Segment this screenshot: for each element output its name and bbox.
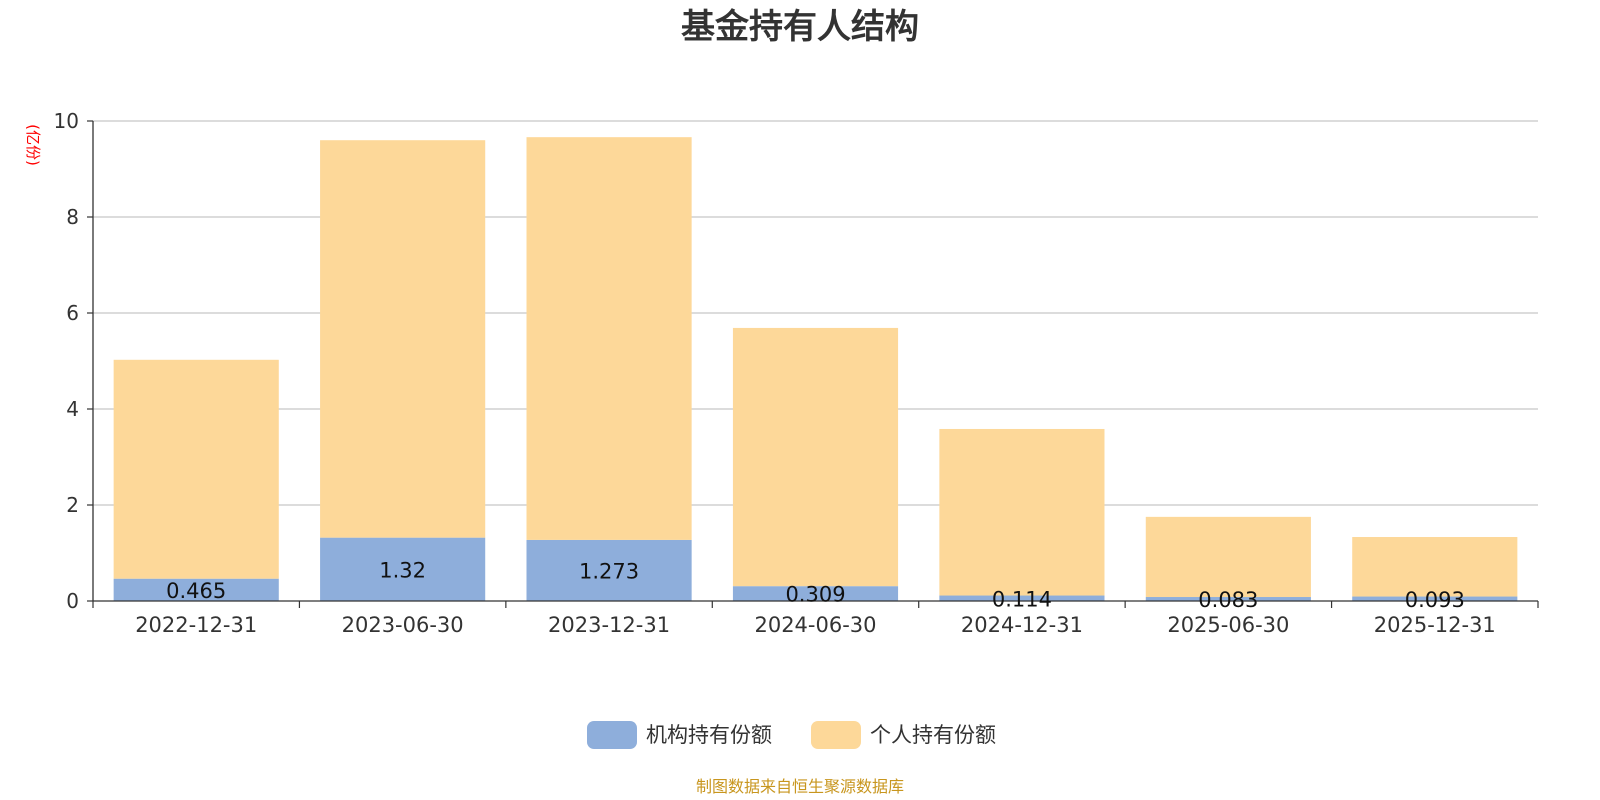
y-axis-unit-label: (亿份) <box>24 124 42 166</box>
y-tick-label: 0 <box>66 589 79 613</box>
x-tick-label: 2023-06-30 <box>342 613 464 637</box>
chart-title: 基金持有人结构 <box>681 7 919 47</box>
x-tick-label: 2023-12-31 <box>548 613 670 637</box>
y-tick-label: 4 <box>66 397 79 421</box>
stacked-bar-chart: 基金持有人结构 (亿份) 0 2 4 6 8 10 2022-12-31 2023-06-30… <box>0 0 1600 800</box>
bar-individual <box>527 137 692 540</box>
y-tick-label: 6 <box>66 301 79 325</box>
data-label-institutional: 0.093 <box>1405 588 1465 612</box>
bar-individual <box>1146 517 1311 597</box>
bars <box>114 137 1518 601</box>
legend-swatch-individual <box>811 721 861 749</box>
y-tick-label: 10 <box>54 109 79 133</box>
data-source-note: 制图数据来自恒生聚源数据库 <box>696 777 904 796</box>
bar-individual <box>114 360 279 579</box>
legend: 机构持有份额 个人持有份额 <box>587 721 996 749</box>
data-label-institutional: 0.309 <box>785 583 845 607</box>
data-label-institutional: 0.114 <box>992 587 1052 611</box>
legend-label-individual: 个人持有份额 <box>870 723 996 747</box>
x-tick-label: 2022-12-31 <box>135 613 257 637</box>
y-tick-label: 2 <box>66 493 79 517</box>
legend-swatch-institutional <box>587 721 637 749</box>
legend-label-institutional: 机构持有份额 <box>646 723 772 747</box>
bar-individual <box>939 429 1104 596</box>
x-tick-label: 2025-12-31 <box>1374 613 1496 637</box>
data-label-institutional: 1.32 <box>379 558 426 582</box>
x-tick-label: 2024-06-30 <box>754 613 876 637</box>
data-label-institutional: 0.083 <box>1198 588 1258 612</box>
data-label-institutional: 0.465 <box>166 579 226 603</box>
bar-individual <box>320 140 485 537</box>
bar-individual <box>733 328 898 586</box>
x-tick-label: 2024-12-31 <box>961 613 1083 637</box>
x-tick-label: 2025-06-30 <box>1167 613 1289 637</box>
data-label-institutional: 1.273 <box>579 559 639 583</box>
y-tick-label: 8 <box>66 205 79 229</box>
